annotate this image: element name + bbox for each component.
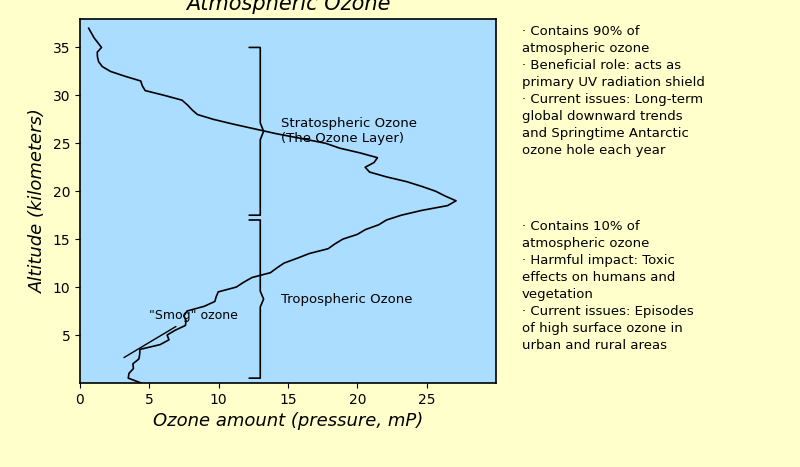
X-axis label: Ozone amount (pressure, mP): Ozone amount (pressure, mP) bbox=[153, 412, 423, 430]
Text: Tropospheric Ozone: Tropospheric Ozone bbox=[281, 292, 413, 305]
Title: Atmospheric Ozone: Atmospheric Ozone bbox=[186, 0, 390, 14]
Text: · Contains 10% of
atmospheric ozone
· Harmful impact: Toxic
effects on humans an: · Contains 10% of atmospheric ozone · Ha… bbox=[522, 220, 694, 352]
Text: "Smog" ozone: "Smog" ozone bbox=[124, 309, 238, 358]
Y-axis label: Altitude (kilometers): Altitude (kilometers) bbox=[29, 108, 47, 293]
Text: · Contains 90% of
atmospheric ozone
· Beneficial role: acts as
primary UV radiat: · Contains 90% of atmospheric ozone · Be… bbox=[522, 25, 705, 156]
Text: Stratospheric Ozone
(The Ozone Layer): Stratospheric Ozone (The Ozone Layer) bbox=[281, 117, 417, 145]
